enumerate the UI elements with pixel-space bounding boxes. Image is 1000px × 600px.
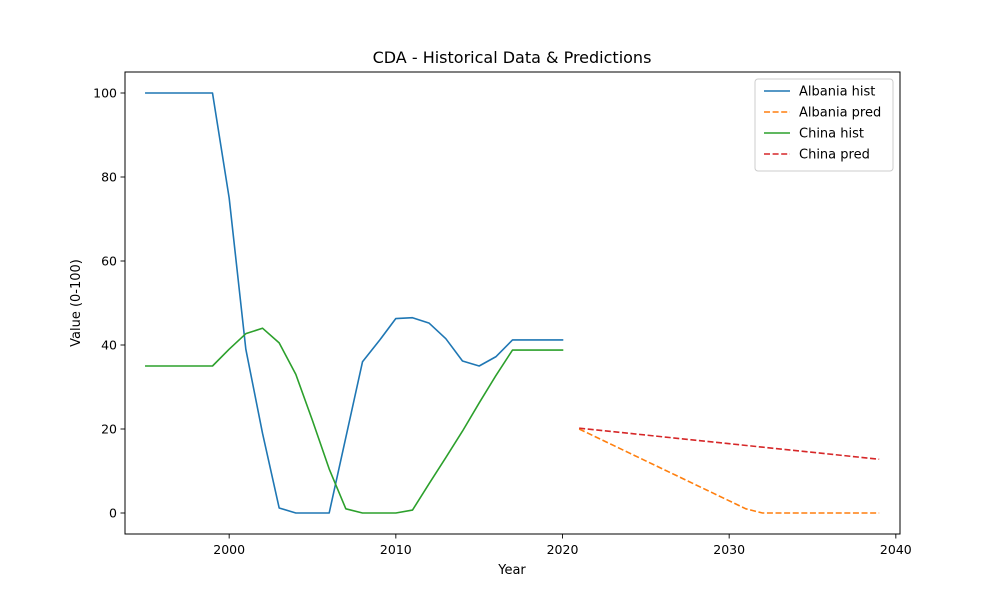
x-tick-label: 2010	[380, 542, 412, 557]
y-axis-title: Value (0-100)	[69, 259, 84, 347]
x-axis-title: Year	[497, 563, 526, 578]
series-layer	[145, 92, 880, 514]
y-tick-label: 20	[101, 422, 117, 437]
y-tick-label: 100	[93, 86, 117, 101]
y-tick-label: 60	[101, 254, 117, 269]
legend-box	[754, 78, 894, 172]
x-tick-label: 2000	[213, 542, 245, 557]
x-tick-label: 2030	[713, 542, 745, 557]
x-tick-label: 2020	[547, 542, 579, 557]
legend-label-china-hist: China hist	[799, 127, 864, 142]
y-tick-label: 40	[101, 338, 117, 353]
legend-label-albania-pred: Albania pred	[799, 106, 881, 121]
series-line-china-hist	[145, 327, 564, 514]
legend: Albania hist Albania pred China hist China …	[754, 78, 894, 172]
x-tick-label: 2040	[880, 542, 912, 557]
series-line-albania-pred	[578, 428, 880, 514]
legend-label-china-pred: China pred	[799, 148, 870, 163]
series-line-china-pred	[579, 427, 880, 461]
legend-label-albania-hist: Albania hist	[799, 85, 875, 100]
series-line-albania-hist	[145, 92, 564, 514]
y-axis: 0 20 40 60 80 100	[93, 86, 125, 521]
y-tick-label: 80	[101, 170, 117, 185]
y-tick-label: 0	[109, 506, 117, 521]
plot-frame	[124, 71, 901, 535]
chart-title: CDA - Historical Data & Predictions	[373, 48, 652, 67]
x-axis: 2000 2010 2020 2030 2040	[213, 534, 912, 557]
